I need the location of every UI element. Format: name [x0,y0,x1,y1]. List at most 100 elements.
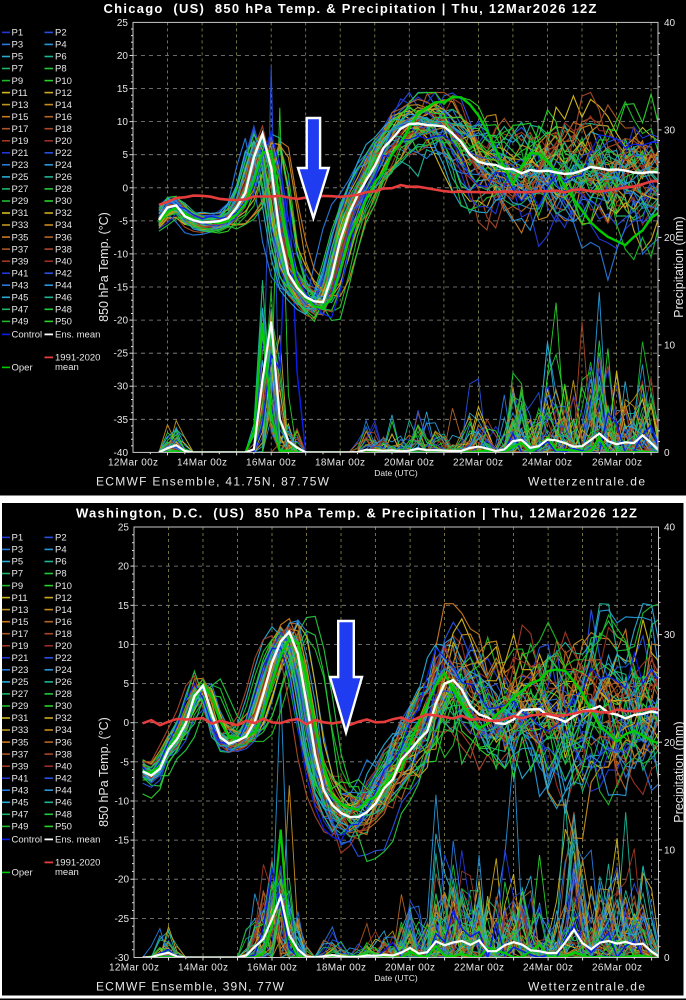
svg-text:P20: P20 [55,136,72,147]
svg-text:P50: P50 [55,317,72,328]
svg-text:20Mar 00z: 20Mar 00z [384,457,434,468]
svg-text:22Mar 00z: 22Mar 00z [453,457,503,468]
svg-text:850 hPa Temp. (°C): 850 hPa Temp. (°C) [97,212,111,322]
svg-text:20: 20 [664,738,676,749]
svg-text:Oper: Oper [12,868,33,879]
svg-text:P21: P21 [12,148,29,159]
svg-text:10: 10 [118,640,130,651]
svg-text:5: 5 [122,150,128,161]
svg-text:Precipitation (mm): Precipitation (mm) [672,721,686,822]
svg-text:P8: P8 [55,64,67,75]
svg-text:30: 30 [664,630,676,641]
svg-text:20: 20 [117,51,129,62]
svg-text:-5: -5 [119,216,128,227]
svg-text:P11: P11 [12,593,28,604]
svg-text:P48: P48 [55,305,72,316]
svg-text:26Mar 00z: 26Mar 00z [592,963,642,974]
svg-text:40: 40 [664,18,676,29]
svg-text:P44: P44 [55,785,72,796]
svg-text:P19: P19 [12,641,29,652]
svg-text:P38: P38 [55,749,72,760]
svg-text:P37: P37 [12,244,29,255]
svg-text:P15: P15 [12,112,29,123]
svg-text:P40: P40 [55,761,72,772]
svg-text:P3: P3 [12,40,24,51]
svg-text:20: 20 [664,233,676,244]
svg-text:P32: P32 [55,208,72,219]
svg-text:P34: P34 [55,725,72,736]
svg-text:P8: P8 [55,569,67,580]
svg-text:Ens. mean: Ens. mean [55,835,100,846]
svg-text:P11: P11 [12,88,28,99]
svg-text:P40: P40 [55,256,72,267]
svg-text:-15: -15 [115,836,130,847]
svg-text:P35: P35 [12,232,29,243]
svg-text:P17: P17 [12,124,29,135]
svg-text:P49: P49 [12,822,29,833]
svg-text:12Mar 00z: 12Mar 00z [108,457,158,468]
svg-text:5: 5 [123,679,129,690]
svg-text:P10: P10 [55,581,72,592]
svg-text:Date (UTC): Date (UTC) [374,468,418,478]
svg-text:P39: P39 [12,256,29,267]
svg-text:-35: -35 [114,415,129,426]
svg-text:0: 0 [664,953,670,964]
svg-text:Control: Control [12,330,43,341]
svg-text:Oper: Oper [12,363,33,374]
svg-text:20: 20 [118,562,130,573]
svg-text:-20: -20 [114,316,129,327]
svg-text:P15: P15 [12,617,29,628]
svg-text:P17: P17 [12,629,29,640]
svg-text:Chicago (US) 850 hPa Temp. &: Chicago (US) 850 hPa Temp. & Precipitati… [104,1,597,16]
svg-text:P44: P44 [55,280,72,291]
svg-text:15: 15 [117,84,129,95]
svg-text:P4: P4 [55,40,67,51]
svg-text:P2: P2 [55,28,67,39]
svg-text:P28: P28 [55,184,72,195]
svg-text:24Mar 00z: 24Mar 00z [523,963,573,974]
svg-text:10: 10 [664,845,676,856]
svg-text:P18: P18 [55,629,72,640]
svg-text:P18: P18 [55,124,72,135]
svg-text:P20: P20 [55,641,72,652]
svg-text:P29: P29 [12,701,29,712]
svg-text:14Mar 00z: 14Mar 00z [177,457,227,468]
svg-text:850 hPa Temp. (°C): 850 hPa Temp. (°C) [97,717,111,827]
svg-text:P6: P6 [55,557,67,568]
svg-text:20Mar 00z: 20Mar 00z [385,963,435,974]
svg-text:P3: P3 [12,545,24,556]
svg-text:P26: P26 [55,172,72,183]
svg-text:P43: P43 [12,785,29,796]
svg-text:P24: P24 [55,160,72,171]
svg-text:Date (UTC): Date (UTC) [374,973,418,983]
svg-text:P42: P42 [55,773,72,784]
svg-text:P28: P28 [55,689,72,700]
svg-text:P41: P41 [12,268,29,279]
svg-text:12Mar 00z: 12Mar 00z [109,963,159,974]
svg-text:P13: P13 [12,605,29,616]
svg-text:0: 0 [123,718,129,729]
svg-text:P39: P39 [12,761,29,772]
svg-text:P37: P37 [12,749,29,760]
svg-text:P5: P5 [12,557,24,568]
svg-text:P10: P10 [55,76,72,87]
svg-text:mean: mean [55,867,79,878]
svg-text:P23: P23 [12,665,29,676]
svg-text:-10: -10 [114,249,129,260]
svg-text:-30: -30 [115,953,130,964]
svg-text:P31: P31 [12,208,29,219]
svg-text:P1: P1 [12,28,24,39]
svg-text:P29: P29 [12,196,29,207]
svg-text:Control: Control [12,835,43,846]
svg-text:ECMWF Ensemble, 41.75N, 87.75W: ECMWF Ensemble, 41.75N, 87.75W [96,474,330,488]
svg-text:P24: P24 [55,665,72,676]
svg-text:P47: P47 [12,305,29,316]
svg-text:0: 0 [122,183,128,194]
svg-text:P38: P38 [55,244,72,255]
svg-text:Ens. mean: Ens. mean [55,330,100,341]
svg-text:-20: -20 [115,875,130,886]
svg-text:-40: -40 [114,448,129,459]
svg-text:18Mar 00z: 18Mar 00z [315,457,365,468]
svg-text:-10: -10 [115,797,130,808]
svg-text:P46: P46 [55,293,72,304]
